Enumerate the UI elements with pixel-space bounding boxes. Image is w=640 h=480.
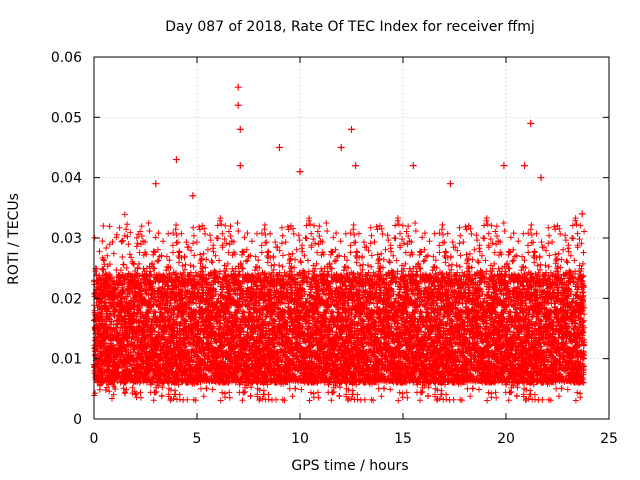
x-axis-label: GPS time / hours <box>291 458 408 474</box>
y-tick-label: 0.06 <box>51 50 82 66</box>
outlier-point <box>446 180 454 188</box>
outlier-point <box>236 162 244 170</box>
outlier-point <box>578 210 586 218</box>
y-tick-label: 0.03 <box>51 231 82 247</box>
y-tick-label: 0 <box>73 412 82 428</box>
x-tick-label: 15 <box>394 431 412 447</box>
outlier-point <box>172 156 180 164</box>
axis-tick-labels: 0 5 10 15 20 25 0 0.01 0.02 0.03 0.04 0.05 0.06 <box>51 50 618 447</box>
data-points <box>91 83 588 404</box>
x-tick-label: 25 <box>600 431 618 447</box>
y-axis-label: ROTI / TECUs <box>6 193 22 285</box>
x-tick-label: 5 <box>193 431 202 447</box>
outlier-point <box>537 174 545 182</box>
y-tick-label: 0.04 <box>51 171 82 187</box>
x-tick-label: 20 <box>497 431 515 447</box>
outlier-point <box>409 162 417 170</box>
outlier-point <box>527 119 535 127</box>
outlier-point <box>296 168 304 176</box>
y-tick-label: 0.01 <box>51 352 82 368</box>
outlier-point <box>236 125 244 133</box>
y-tick-label: 0.05 <box>51 110 82 126</box>
x-tick-label: 10 <box>291 431 309 447</box>
outlier-point <box>275 144 283 151</box>
y-tick-label: 0.02 <box>51 291 82 307</box>
outlier-point <box>152 180 160 188</box>
outlier-point <box>352 162 360 170</box>
outlier-point <box>521 162 529 170</box>
outlier-point <box>348 125 355 133</box>
outlier-point <box>189 192 197 200</box>
outlier-point <box>337 144 345 151</box>
x-tick-label: 0 <box>90 431 99 447</box>
axis-ticks <box>93 56 610 420</box>
chart-title: Day 087 of 2018, Rate Of TEC Index for r… <box>165 19 535 35</box>
outlier-point <box>234 83 242 91</box>
outlier-point <box>234 101 242 109</box>
outlier-point <box>500 162 508 170</box>
